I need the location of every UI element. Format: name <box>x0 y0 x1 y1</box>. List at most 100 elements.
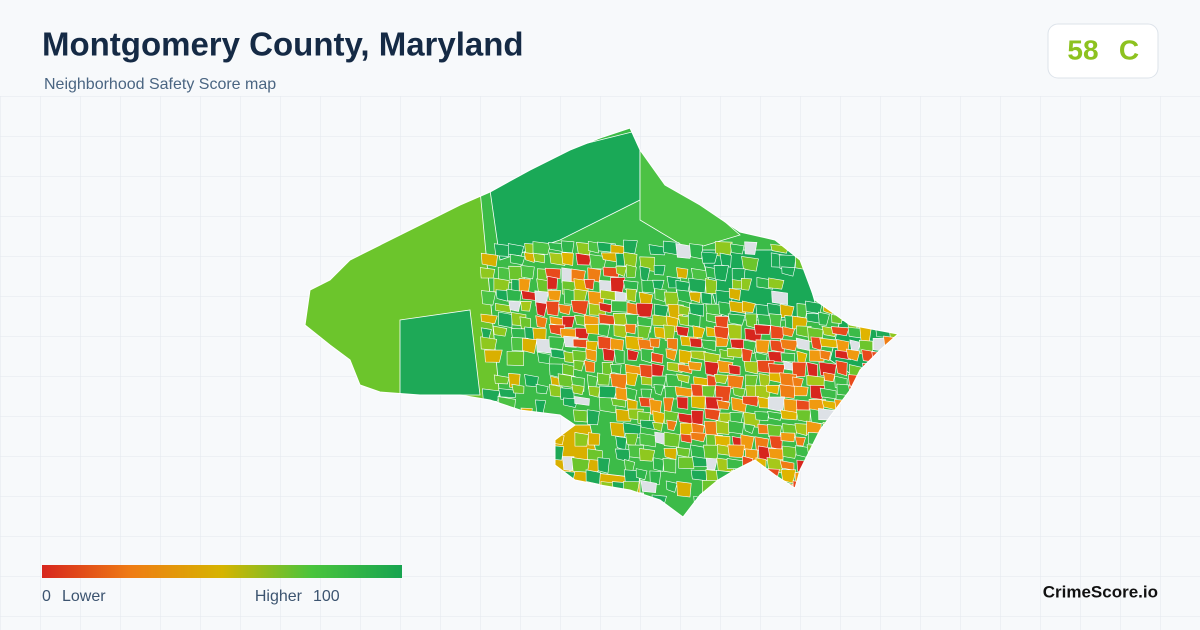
neighborhood <box>639 448 656 462</box>
neighborhood <box>819 337 838 349</box>
neighborhood <box>544 267 561 280</box>
neighborhood <box>583 279 595 291</box>
neighborhood <box>585 348 597 362</box>
neighborhood <box>680 433 693 444</box>
neighborhood <box>520 301 532 312</box>
neighborhood <box>690 469 708 482</box>
neighborhood <box>625 372 639 387</box>
neighborhood <box>506 351 525 366</box>
neighborhood <box>498 388 517 399</box>
neighborhood <box>506 288 522 302</box>
neighborhood <box>689 303 704 317</box>
neighborhood <box>743 360 759 375</box>
neighborhood <box>767 410 783 421</box>
header-background <box>0 0 1200 96</box>
neighborhood <box>586 409 600 426</box>
subtitle: Neighborhood Safety Score map <box>44 76 276 93</box>
neighborhood <box>558 303 572 316</box>
neighborhood <box>715 336 729 347</box>
neighborhood <box>575 252 592 266</box>
neighborhood <box>700 251 718 264</box>
neighborhood <box>599 385 618 399</box>
neighborhood <box>563 397 579 408</box>
neighborhood <box>700 291 712 305</box>
neighborhood <box>611 300 630 313</box>
neighborhood <box>654 288 667 302</box>
neighborhood <box>480 252 498 267</box>
neighborhood <box>823 371 836 383</box>
neighborhood <box>753 324 771 335</box>
neighborhood <box>598 302 612 314</box>
neighborhood <box>727 313 746 326</box>
neighborhood <box>835 360 848 377</box>
neighborhood <box>597 335 613 350</box>
legend-min-label: Lower <box>62 588 106 605</box>
neighborhood <box>561 315 576 328</box>
neighborhood <box>728 300 747 314</box>
neighborhood <box>688 277 707 294</box>
neighborhood <box>765 384 780 395</box>
neighborhood <box>572 338 589 349</box>
neighborhood <box>741 256 759 272</box>
neighborhood <box>585 469 601 485</box>
neighborhood <box>562 456 575 471</box>
neighborhood <box>666 337 678 351</box>
neighborhood <box>767 351 785 363</box>
neighborhood <box>597 457 610 474</box>
neighborhood <box>728 287 742 301</box>
neighborhood <box>741 300 756 313</box>
neighborhood <box>653 384 665 396</box>
neighborhood <box>691 410 704 425</box>
neighborhood <box>666 419 678 431</box>
legend-max-label: Higher <box>255 588 303 605</box>
neighborhood <box>767 424 782 437</box>
title: Montgomery County, Maryland <box>42 26 524 63</box>
neighborhood <box>572 409 588 423</box>
neighborhood <box>511 383 525 394</box>
neighborhood <box>479 267 496 279</box>
neighborhood <box>574 432 589 447</box>
neighborhood <box>493 374 510 385</box>
neighborhood <box>640 480 657 494</box>
neighborhood <box>639 419 656 430</box>
neighborhood <box>743 423 755 434</box>
neighborhood <box>610 397 626 408</box>
neighborhood <box>690 432 707 443</box>
neighborhood <box>545 300 560 317</box>
neighborhood <box>610 277 626 294</box>
neighborhood <box>523 252 535 263</box>
neighborhood <box>609 422 625 438</box>
neighborhood <box>597 323 611 337</box>
neighborhood <box>676 481 692 498</box>
legend-max: 100 <box>313 588 340 605</box>
neighborhood <box>741 277 753 291</box>
neighborhood <box>535 315 548 329</box>
neighborhood <box>654 303 669 318</box>
neighborhood <box>639 432 658 448</box>
neighborhood <box>498 311 513 329</box>
neighborhood <box>770 325 786 340</box>
neighborhood <box>767 396 785 412</box>
neighborhood <box>583 360 596 373</box>
neighborhood <box>727 323 742 340</box>
neighborhood <box>653 457 664 472</box>
legend-bar <box>42 565 402 578</box>
neighborhood <box>627 349 639 361</box>
neighborhood <box>626 387 638 401</box>
neighborhood <box>623 239 638 255</box>
neighborhood <box>704 408 721 421</box>
county-outline <box>304 127 900 518</box>
neighborhood <box>492 325 508 337</box>
neighborhood <box>640 348 654 364</box>
score-value: 58 <box>1067 34 1098 65</box>
neighborhood <box>532 241 551 255</box>
neighborhood <box>641 280 657 294</box>
neighborhood <box>688 312 701 328</box>
neighborhood <box>495 303 512 314</box>
neighborhood <box>480 313 498 325</box>
neighborhood <box>624 323 637 335</box>
neighborhood <box>817 311 830 326</box>
neighborhood <box>688 291 702 304</box>
neighborhood <box>571 384 585 396</box>
score-badge <box>1047 23 1159 79</box>
